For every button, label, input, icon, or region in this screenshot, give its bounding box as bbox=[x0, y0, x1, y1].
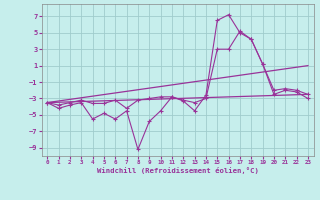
X-axis label: Windchill (Refroidissement éolien,°C): Windchill (Refroidissement éolien,°C) bbox=[97, 167, 259, 174]
